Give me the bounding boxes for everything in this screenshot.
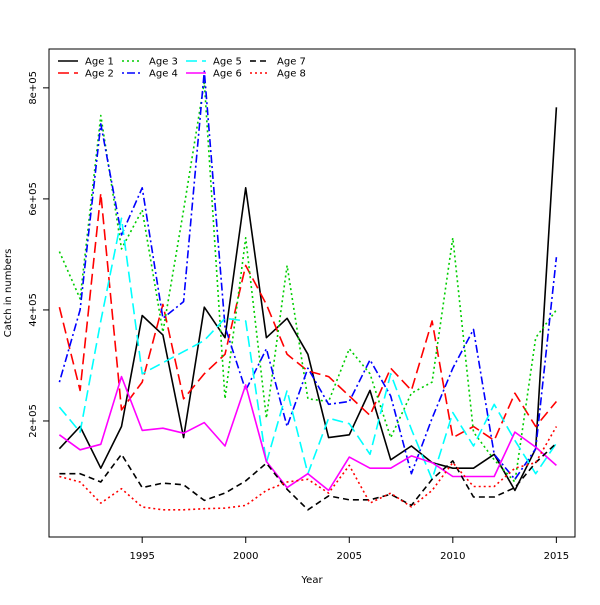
- series-line-age-2: [58, 192, 558, 442]
- legend-label: Age 6: [213, 69, 242, 80]
- legend-label: Age 7: [277, 57, 306, 68]
- series-line-age-8: [59, 426, 558, 511]
- series-line-age-3: [58, 81, 558, 483]
- plot-frame: [48, 48, 576, 538]
- x-axis: 1995 2000 2005 2010 2015: [129, 537, 569, 562]
- series-line-age-5: [58, 217, 558, 481]
- legend-label: Age 8: [277, 69, 306, 80]
- x-tick-label: 2000: [233, 551, 258, 562]
- x-axis-title: Year: [300, 575, 323, 586]
- series-layer: [58, 70, 558, 511]
- y-tick-label: 4e+05: [28, 293, 39, 327]
- series-line-age-4: [58, 70, 558, 481]
- series-line-age-6: [58, 375, 557, 492]
- y-tick-label: 6e+05: [28, 182, 39, 216]
- x-tick-label: 1995: [129, 551, 154, 562]
- x-tick-label: 2005: [337, 551, 362, 562]
- y-tick-label: 8e+05: [28, 71, 39, 105]
- x-tick-label: 2015: [544, 551, 569, 562]
- legend-label: Age 1: [85, 57, 114, 68]
- legend-label: Age 4: [149, 69, 178, 80]
- y-axis: 2e+05 4e+05 6e+05 8e+05: [28, 71, 49, 438]
- series-line-age-1: [58, 107, 558, 492]
- y-tick-label: 2e+05: [28, 404, 39, 438]
- x-tick-label: 2010: [440, 551, 465, 562]
- legend-label: Age 3: [149, 57, 178, 68]
- legend-label: Age 5: [213, 57, 242, 68]
- legend-label: Age 2: [85, 69, 114, 80]
- y-axis-title: Catch in numbers: [3, 249, 14, 338]
- series-line-age-7: [59, 442, 557, 511]
